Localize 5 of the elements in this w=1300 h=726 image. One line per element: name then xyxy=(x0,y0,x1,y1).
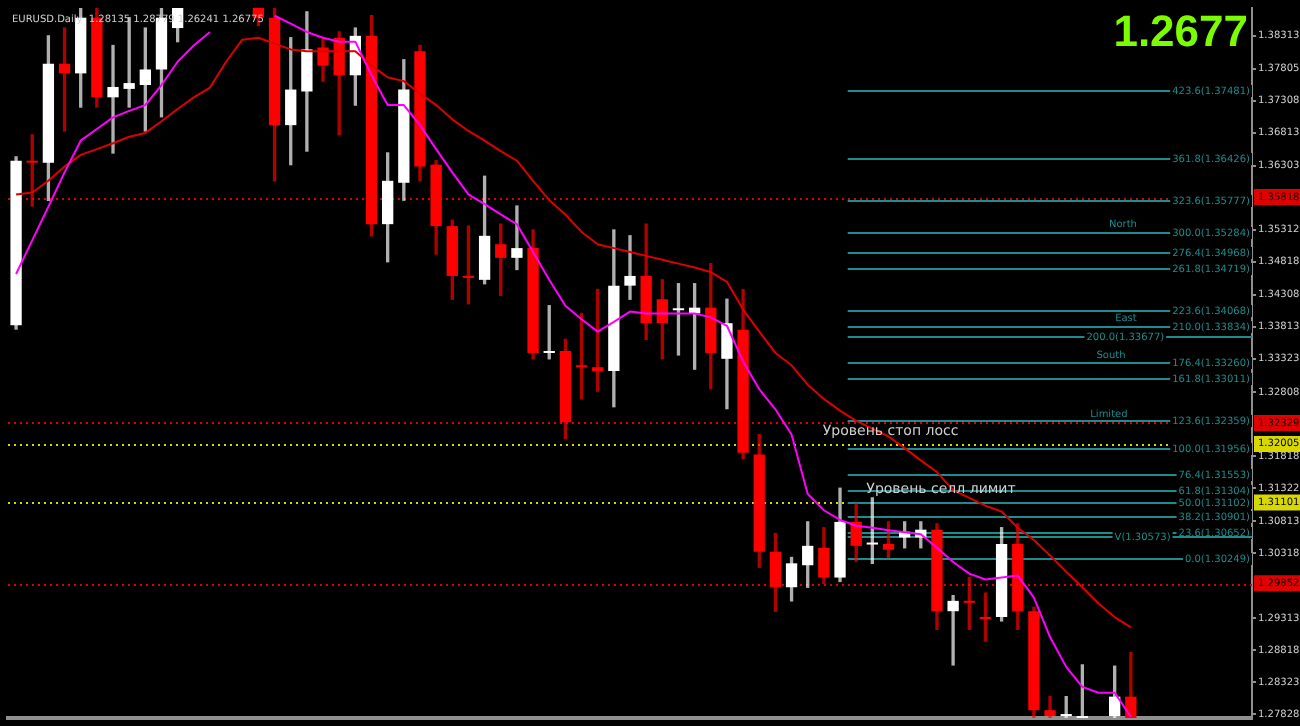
candlestick xyxy=(947,595,959,666)
annotation: 1.2677 xyxy=(1113,6,1248,57)
candlestick xyxy=(511,205,523,271)
candlestick xyxy=(107,44,119,154)
candlestick xyxy=(624,235,636,300)
